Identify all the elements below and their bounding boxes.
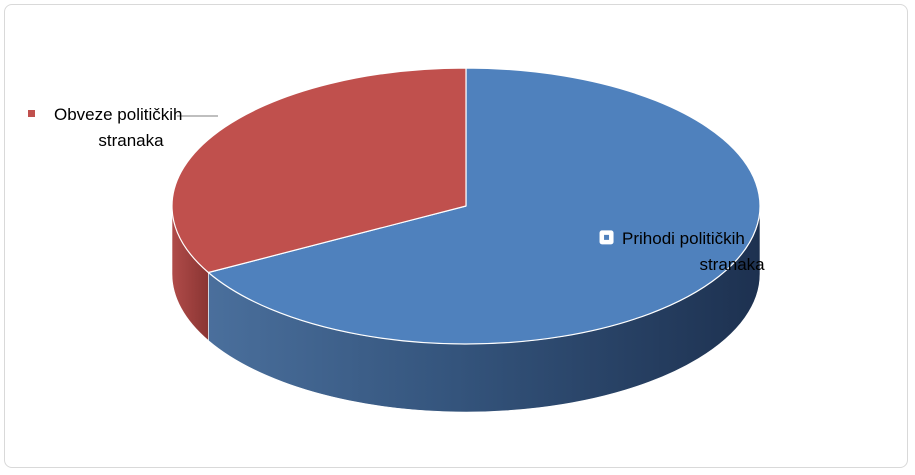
label-marker-obveze-politickih-stranaka <box>28 110 35 117</box>
pie-slice-obveze-politickih-stranaka <box>171 67 467 274</box>
data-label-prihodi-politickih-stranaka: Prihodi političkih stranaka <box>599 229 765 274</box>
data-label-obveze-politickih-stranaka: Obveze političkih stranaka <box>28 105 218 150</box>
label-line: stranaka <box>98 131 164 150</box>
label-line: stranaka <box>699 255 765 274</box>
pie-tops <box>171 67 761 345</box>
pie-slice-prihodi-politickih-stranaka <box>207 67 761 345</box>
label-line: Obveze političkih <box>54 105 183 124</box>
label-line: Prihodi političkih <box>622 229 745 248</box>
